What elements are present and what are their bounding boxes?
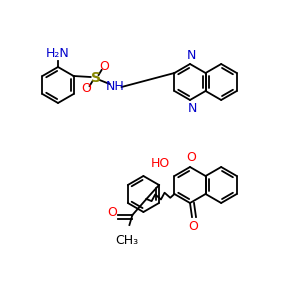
Text: NH: NH <box>106 80 125 92</box>
Text: CH₃: CH₃ <box>115 234 138 247</box>
Text: N: N <box>186 49 196 62</box>
Text: O: O <box>186 151 196 164</box>
Text: O: O <box>188 220 198 233</box>
Text: S: S <box>91 71 100 85</box>
Text: N: N <box>187 102 197 115</box>
Text: O: O <box>107 206 117 218</box>
Text: H₂N: H₂N <box>46 47 70 60</box>
Text: O: O <box>100 61 110 74</box>
Text: O: O <box>82 82 92 95</box>
Text: HO: HO <box>151 157 170 170</box>
